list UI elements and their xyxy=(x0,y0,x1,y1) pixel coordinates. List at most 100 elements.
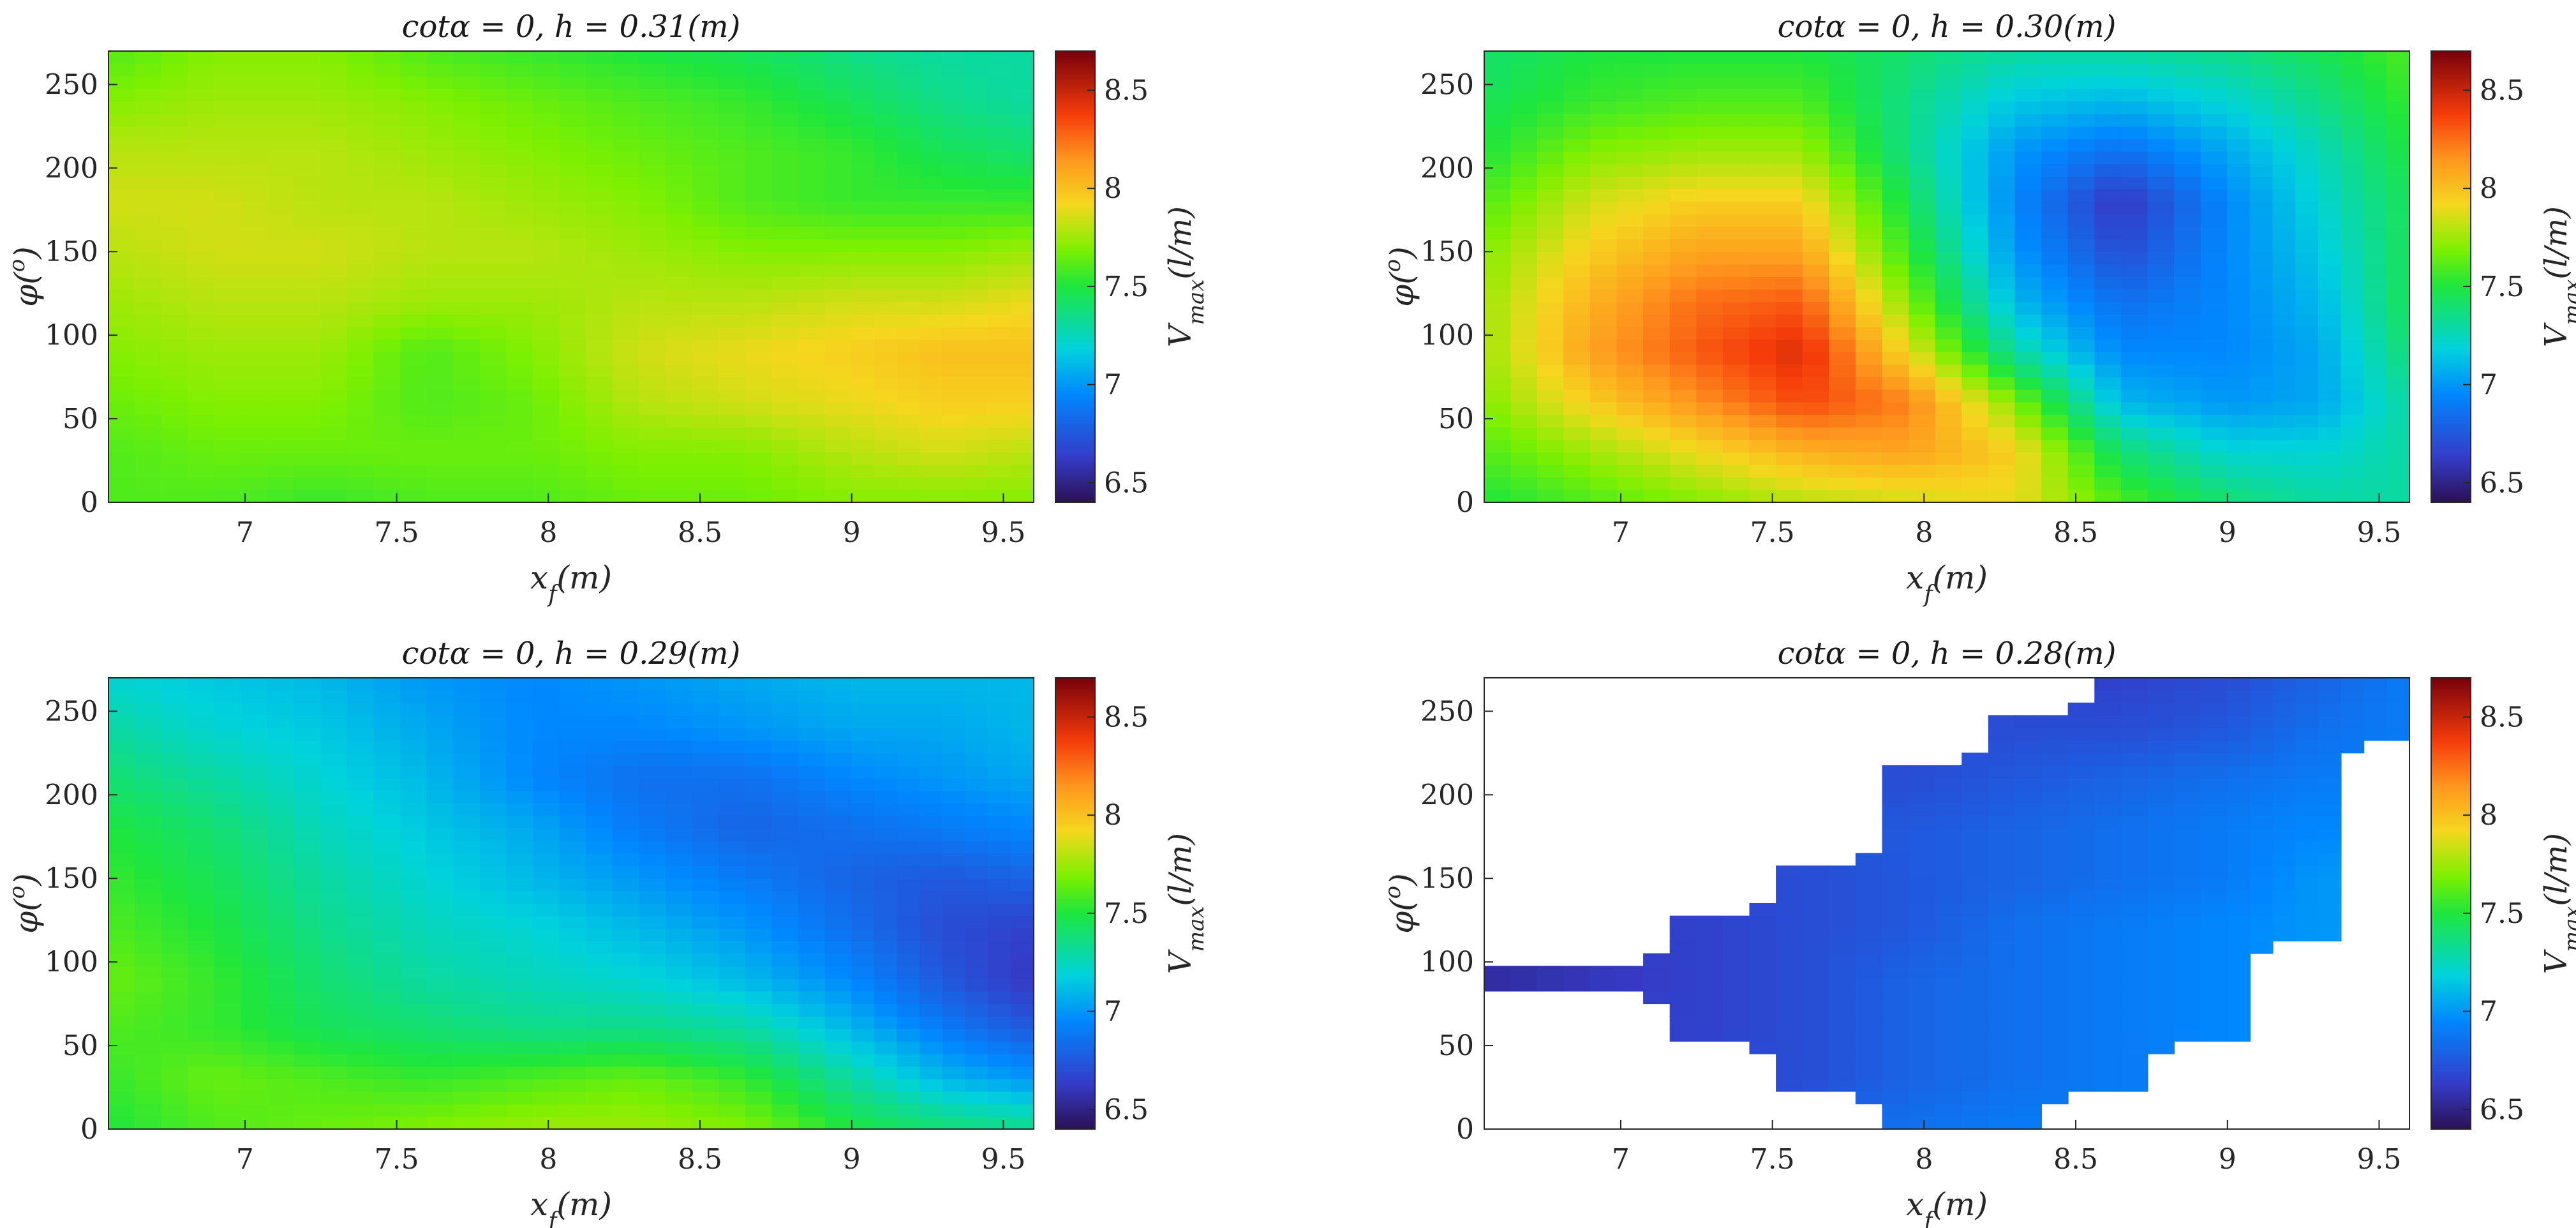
heatmap-cell xyxy=(2318,75,2342,89)
heatmap-cell xyxy=(1669,915,1697,929)
colorbar xyxy=(1055,50,1096,503)
heatmap-cell xyxy=(942,201,966,214)
heatmap-cell xyxy=(346,953,375,967)
heatmap-cell xyxy=(108,288,136,303)
heatmap-cell xyxy=(612,301,640,315)
heatmap-cell xyxy=(346,978,375,992)
heatmap-cell xyxy=(426,802,454,816)
heatmap-cell xyxy=(1776,903,1803,917)
heatmap-cell xyxy=(771,790,800,804)
heatmap-cell xyxy=(745,389,773,403)
heatmap-cell xyxy=(965,1053,989,1067)
heatmap-cell xyxy=(346,1116,375,1129)
heatmap-cell xyxy=(2120,464,2148,478)
heatmap-cell xyxy=(1829,991,1856,1005)
heatmap-cell xyxy=(161,364,189,378)
heatmap-cell xyxy=(1484,239,1512,252)
heatmap-cell xyxy=(874,51,898,64)
heatmap-cell xyxy=(1935,815,1963,829)
heatmap-cell xyxy=(2227,903,2251,917)
heatmap-cell xyxy=(533,702,560,716)
heatmap-cell xyxy=(745,690,773,703)
heatmap-cell xyxy=(1935,188,1963,202)
heatmap-cell xyxy=(919,678,943,691)
heatmap-cell xyxy=(942,828,966,841)
heatmap-cell xyxy=(373,326,401,340)
heatmap-cell xyxy=(988,163,1011,177)
heatmap-cell xyxy=(2174,853,2201,867)
heatmap-cell xyxy=(2295,288,2319,303)
heatmap-cell xyxy=(1590,201,1618,214)
heatmap-cell xyxy=(2147,151,2175,165)
heatmap-cell xyxy=(135,188,162,202)
heatmap-cell xyxy=(161,239,189,252)
heatmap-cell xyxy=(745,101,773,114)
heatmap-cell xyxy=(1855,188,1883,202)
heatmap-cell xyxy=(1802,451,1830,465)
heatmap-cell xyxy=(1962,414,1989,428)
heatmap-cell xyxy=(1776,264,1803,277)
heatmap-cell xyxy=(745,1003,773,1017)
heatmap-cell xyxy=(241,790,269,804)
heatmap-cell xyxy=(2364,226,2387,240)
heatmap-cell xyxy=(2147,326,2175,340)
heatmap-cell xyxy=(1010,439,1034,453)
heatmap-cell xyxy=(108,251,136,265)
heatmap-cell xyxy=(874,377,898,390)
heatmap-cell xyxy=(294,377,322,390)
heatmap-cell xyxy=(1935,339,1963,352)
heatmap-cell xyxy=(506,364,534,378)
heatmap-cell xyxy=(2041,213,2069,227)
heatmap-cell xyxy=(1722,201,1750,214)
heatmap-cell xyxy=(214,940,242,954)
heatmap-cell xyxy=(1643,966,1671,979)
heatmap-cell xyxy=(718,790,746,804)
heatmap-cell xyxy=(666,991,693,1005)
heatmap-cell xyxy=(2067,953,2096,967)
heatmap-cell xyxy=(135,301,162,315)
heatmap-cell xyxy=(771,401,800,416)
heatmap-cell xyxy=(2174,489,2201,502)
heatmap-cell xyxy=(2318,439,2342,453)
heatmap-cell xyxy=(2364,113,2387,127)
heatmap-cell xyxy=(2147,176,2175,190)
heatmap-cell xyxy=(1962,1078,1989,1092)
heatmap-cell xyxy=(400,903,428,917)
heatmap-cell xyxy=(373,1066,401,1079)
heatmap-cell xyxy=(718,678,746,691)
heatmap-cell xyxy=(2386,401,2409,416)
heatmap-cell xyxy=(1616,351,1644,365)
heatmap-cell xyxy=(1010,777,1034,791)
heatmap-cell xyxy=(965,339,989,352)
heatmap-cell xyxy=(586,75,613,89)
heatmap-cell xyxy=(241,802,269,816)
heatmap-cell xyxy=(1010,953,1034,967)
heatmap-cell xyxy=(897,51,921,64)
heatmap-cell xyxy=(346,239,375,252)
heatmap-cell xyxy=(1749,326,1777,340)
heatmap-cell xyxy=(639,339,667,352)
heatmap-cell xyxy=(942,878,966,892)
heatmap-cell xyxy=(400,777,428,791)
heatmap-cell xyxy=(1829,489,1856,502)
heatmap-cell xyxy=(2200,903,2228,917)
heatmap-cell xyxy=(135,1015,162,1030)
heatmap-cell xyxy=(666,1041,693,1054)
heatmap-cell xyxy=(2318,276,2342,290)
heatmap-cell xyxy=(897,991,921,1005)
heatmap-cell xyxy=(320,890,348,904)
heatmap-cell xyxy=(1909,477,1936,490)
heatmap-cell xyxy=(798,790,826,804)
heatmap-cell xyxy=(533,88,560,102)
heatmap-cell xyxy=(988,75,1011,89)
heatmap-cell xyxy=(851,878,875,892)
heatmap-cell xyxy=(897,101,921,114)
heatmap-cell xyxy=(2147,113,2175,127)
heatmap-cell xyxy=(798,176,826,190)
heatmap-cell xyxy=(1537,451,1565,465)
heatmap-cell xyxy=(108,702,136,716)
heatmap-cell xyxy=(919,213,943,227)
heatmap-cell xyxy=(161,88,189,102)
heatmap-cell xyxy=(988,51,1011,64)
heatmap-cell xyxy=(965,163,989,177)
